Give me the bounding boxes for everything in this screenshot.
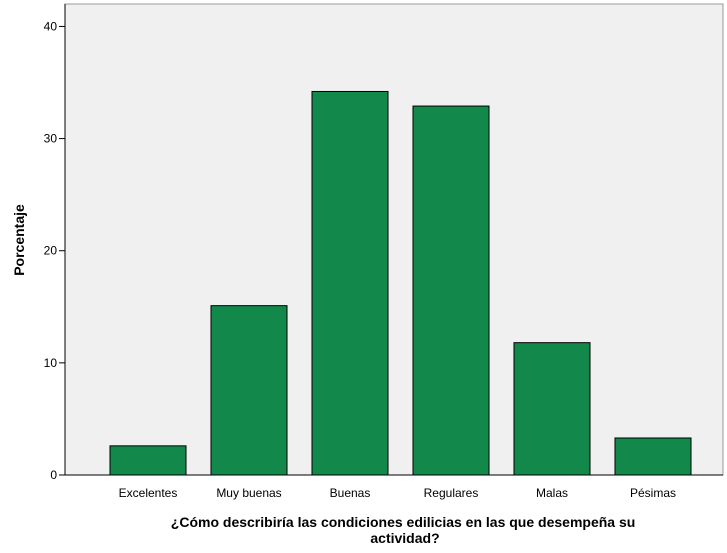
bar [614,437,692,476]
bar [311,90,389,476]
x-tick-label: Pésimas [630,486,676,500]
x-tick-label: Regulares [424,486,479,500]
x-tick-label: Muy buenas [216,486,281,500]
y-tick-label: 30 [44,132,58,146]
x-axis-title-line-1: ¿Cómo describiría las condiciones edilic… [171,514,636,530]
bar [210,305,288,476]
bars [109,90,692,476]
bar [109,445,187,476]
x-axis-title-line-2: actividad? [370,530,439,546]
x-tick-label: Excelentes [119,486,178,500]
x-axis-title: ¿Cómo describiría las condiciones edilic… [171,514,639,546]
y-tick-label: 10 [44,356,58,370]
y-axis-ticks: 0 10 20 30 40 [44,19,65,482]
x-tick-label: Buenas [330,486,371,500]
plot-area [64,3,724,476]
x-axis-tick-labels: Excelentes Muy buenas Buenas Regulares Malas… [119,486,676,500]
bar [513,342,591,476]
x-tick-label: Malas [536,486,568,500]
y-axis-title: Porcentaje [11,204,27,276]
bar [412,105,490,476]
y-tick-label: 0 [50,468,57,482]
y-tick-label: 40 [44,19,58,33]
y-tick-label: 20 [44,244,58,258]
